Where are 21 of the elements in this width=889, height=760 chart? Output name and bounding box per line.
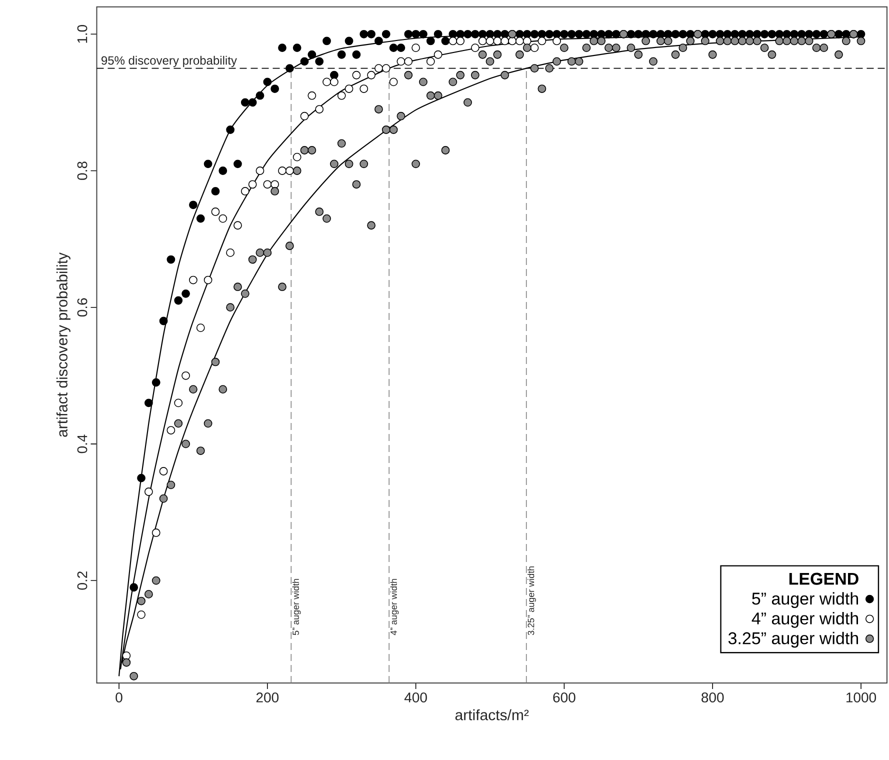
x-tick-label: 0 [116, 692, 122, 702]
x-tick-label: 800 [702, 692, 724, 702]
y-tick-label: 0.6 [77, 298, 88, 317]
ref-line-label: 3.25” auger width [528, 566, 536, 636]
legend-label: 5” auger width [752, 592, 858, 608]
ref-line-label: 5” auger width [292, 578, 301, 636]
legend-label: 3.25” auger width [728, 632, 858, 648]
x-tick-label: 200 [256, 692, 279, 702]
ref-line-label: 4” auger width [390, 578, 399, 636]
y-tick-label: 1.0 [77, 24, 88, 43]
legend-label: 4” auger width [752, 612, 858, 628]
legend-title: LEGEND [789, 572, 858, 585]
y-axis-title: artifact discovery probability [56, 252, 70, 437]
y-tick-label: 0.8 [77, 162, 88, 180]
y-tick-label: 0.2 [77, 572, 88, 590]
y-tick-label: 0.4 [77, 434, 88, 454]
x-tick-label: 600 [553, 692, 576, 702]
x-axis-title: artifacts/m² [455, 709, 529, 720]
x-tick-label: 1000 [846, 692, 876, 702]
ref-line-label: 95% discovery probability [102, 56, 237, 68]
x-tick-label: 400 [404, 692, 427, 702]
